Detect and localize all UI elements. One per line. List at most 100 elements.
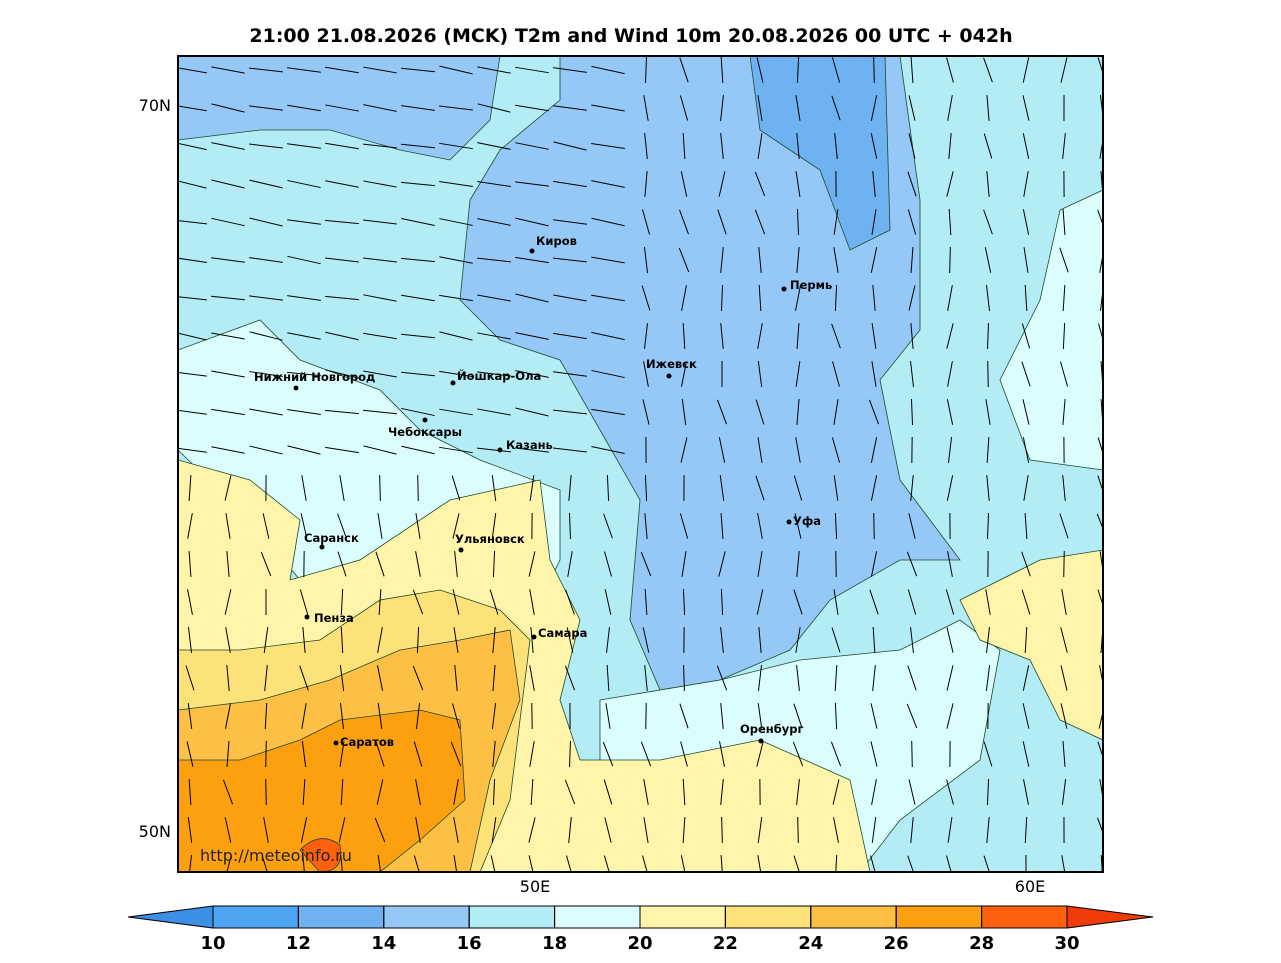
wind-barb xyxy=(1022,209,1030,235)
wind-barb xyxy=(553,141,587,151)
wind-barb xyxy=(188,778,192,806)
wind-barb xyxy=(530,627,534,653)
wind-barb xyxy=(795,171,801,197)
wind-barb xyxy=(755,399,765,425)
wind-barb xyxy=(1021,551,1031,577)
wind-barb xyxy=(756,57,764,83)
wind-barb xyxy=(224,475,232,501)
wind-barb xyxy=(831,627,841,653)
wind-barb xyxy=(911,740,913,768)
wind-barb xyxy=(401,407,435,417)
wind-barb xyxy=(986,436,990,464)
wind-barb xyxy=(870,247,878,273)
wind-barb xyxy=(946,57,954,83)
city-dot xyxy=(333,740,339,746)
wind-barb xyxy=(720,323,724,349)
wind-barb xyxy=(1021,589,1031,615)
wind-barb xyxy=(1060,627,1068,653)
wind-barb xyxy=(287,332,321,340)
wind-barb xyxy=(477,103,511,113)
wind-barb xyxy=(945,589,955,615)
wind-barb xyxy=(948,208,952,236)
wind-barb xyxy=(757,95,763,121)
wind-barb xyxy=(489,589,499,615)
wind-barb xyxy=(1022,437,1030,463)
wind-barb xyxy=(795,95,801,121)
wind-barb xyxy=(871,323,877,349)
wind-barb xyxy=(758,247,762,273)
wind-barb xyxy=(606,474,610,502)
wind-barb xyxy=(833,475,839,501)
colorbar-tick-label: 30 xyxy=(1054,933,1079,954)
wind-barb xyxy=(720,627,724,653)
wind-barb xyxy=(757,665,763,691)
wind-barb xyxy=(249,105,283,111)
wind-barb xyxy=(1021,323,1031,349)
wind-barb xyxy=(568,475,572,501)
city-label: Саратов xyxy=(340,735,394,749)
wind-barb xyxy=(415,513,421,539)
wind-barb xyxy=(1062,399,1066,425)
wind-barb xyxy=(757,855,762,872)
wind-barb xyxy=(870,551,878,577)
title: 21:00 21.08.2026 (MCK) T2m and Wind 10m … xyxy=(249,25,1012,47)
wind-barb xyxy=(376,665,384,691)
cities: Киров Пермь Нижний Новгород Йошкар-Ола И… xyxy=(254,234,832,749)
wind-barb xyxy=(795,437,801,463)
wind-barb xyxy=(644,513,648,539)
wind-barb xyxy=(340,855,343,872)
wind-barb xyxy=(325,142,359,150)
wind-barb xyxy=(1060,665,1068,691)
wind-barb xyxy=(603,513,613,539)
wind-barb xyxy=(553,257,587,263)
wind-barb xyxy=(225,703,231,729)
wind-barb xyxy=(719,741,725,767)
wind-barb xyxy=(491,513,497,539)
colorbar-tick-label: 14 xyxy=(371,933,396,954)
wind-barb xyxy=(1059,247,1069,273)
wind-barb xyxy=(591,180,625,188)
wind-barb xyxy=(910,246,914,274)
city-dot xyxy=(529,248,535,254)
wind-barb xyxy=(754,171,766,197)
wind-barb xyxy=(339,703,345,729)
wind-barb xyxy=(530,778,534,806)
wind-barb xyxy=(983,741,993,767)
wind-barb xyxy=(946,665,954,691)
wind-barb xyxy=(568,817,572,843)
wind-barb xyxy=(302,778,306,806)
wind-barb xyxy=(644,474,648,502)
wind-barb xyxy=(644,133,648,159)
wind-barb xyxy=(682,588,686,616)
wind-barb xyxy=(401,294,435,302)
wind-barb xyxy=(869,589,879,615)
wind-barb xyxy=(337,551,347,577)
wind-barb xyxy=(569,512,571,540)
wind-barb xyxy=(1022,57,1030,83)
wind-barb xyxy=(757,323,763,349)
wind-barb xyxy=(985,665,991,691)
wind-barb xyxy=(1059,513,1069,539)
wind-barb xyxy=(211,370,245,378)
wind-barb xyxy=(529,741,535,767)
colorbar-tick-label: 16 xyxy=(457,933,482,954)
wind-barb xyxy=(792,741,804,767)
wind-barb xyxy=(477,332,511,340)
wind-barb xyxy=(300,513,308,539)
wind-barb xyxy=(225,513,231,539)
wind-barb xyxy=(287,143,321,149)
wind-barb xyxy=(983,209,993,235)
wind-barb xyxy=(412,589,424,615)
wind-barb xyxy=(716,399,728,425)
colorbar: 10 12 14 16 18 20 22 24 26 28 30 xyxy=(127,905,1154,954)
wind-barb xyxy=(363,143,397,149)
wind-barb xyxy=(680,437,688,463)
colorbar-tick-label: 26 xyxy=(884,933,909,954)
wind-barb xyxy=(907,665,917,691)
wind-barb xyxy=(564,665,576,691)
wind-barb xyxy=(604,551,612,577)
wind-barb xyxy=(834,133,838,159)
colorbar-segment xyxy=(383,905,470,929)
wind-barb xyxy=(720,247,724,273)
wind-barb xyxy=(453,855,458,872)
